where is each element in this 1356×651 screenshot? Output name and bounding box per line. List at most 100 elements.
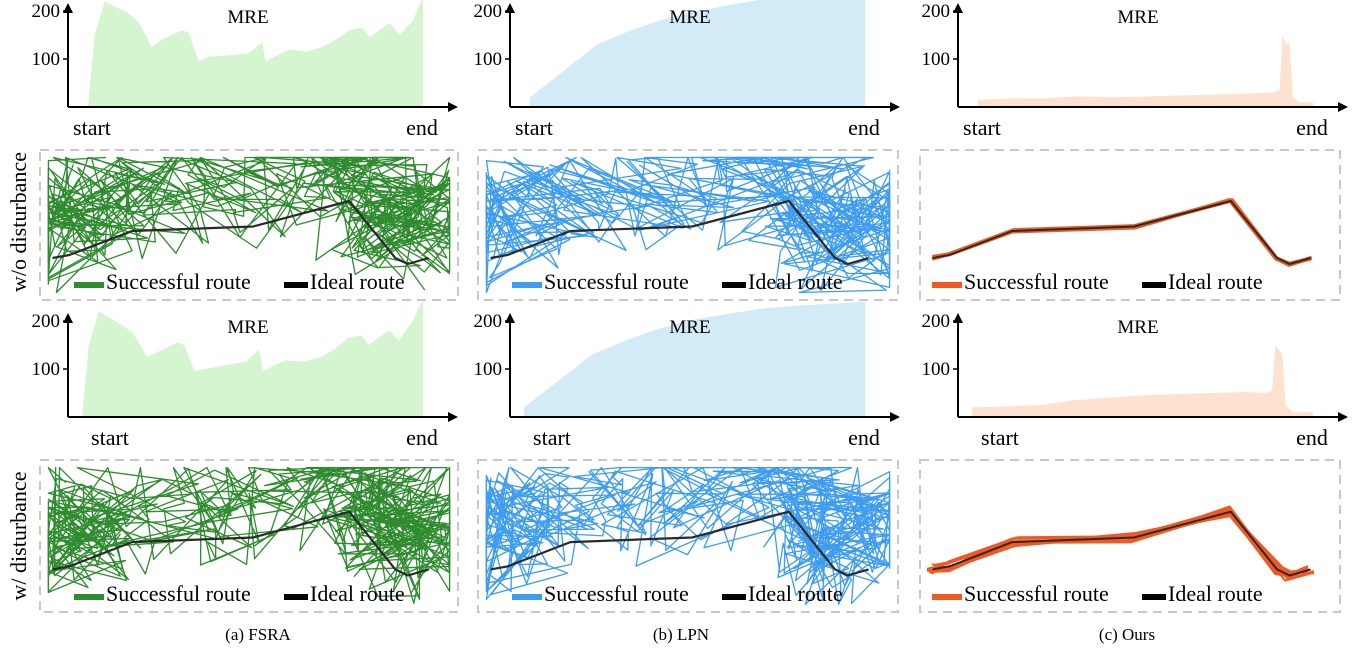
- legend-label-successful: Successful route: [106, 581, 251, 606]
- legend-swatch-successful: [512, 282, 542, 288]
- legend-label-ideal: Ideal route: [310, 269, 405, 294]
- legend-label-ideal: Ideal route: [748, 581, 843, 606]
- ideal-route: [490, 199, 869, 266]
- mre-title: MRE: [1117, 317, 1158, 338]
- y-tick-label: 100: [32, 359, 61, 380]
- panel-frame: [477, 149, 899, 301]
- legend-swatch-ideal: [284, 282, 308, 288]
- ideal-route: [52, 199, 430, 266]
- legend-label-ideal: Ideal route: [748, 269, 843, 294]
- mre-area-fsra-with: [82, 299, 423, 417]
- mre-title: MRE: [227, 7, 268, 28]
- legend-swatch-successful: [932, 594, 962, 600]
- legend-swatch-ideal: [722, 594, 746, 600]
- mre-title: MRE: [669, 317, 710, 338]
- mre-area-ours-without: [978, 35, 1313, 107]
- route-panel-ours-without: Successful route Ideal route: [919, 149, 1341, 301]
- x-tick-start: start: [73, 115, 111, 140]
- row-label-without-disturbance: w/o disturbance: [6, 152, 31, 292]
- mre-area-lpn-without: [530, 0, 865, 107]
- x-tick-start: start: [533, 425, 571, 450]
- mre-title: MRE: [227, 317, 268, 338]
- x-tick-end: end: [1296, 115, 1328, 140]
- mre-chart-fsra-with: 100 200 MRE start end: [32, 299, 458, 450]
- route-panel-lpn-without: Successful route Ideal route: [477, 149, 899, 301]
- x-tick-end: end: [406, 425, 438, 450]
- panel-frame: [919, 149, 1341, 301]
- route-panel-ours-with: Successful route Ideal route: [919, 459, 1341, 613]
- y-tick-label: 200: [32, 311, 61, 332]
- mre-chart-ours-without: 100 200 MRE start end: [922, 1, 1348, 140]
- legend-label-ideal: Ideal route: [310, 581, 405, 606]
- route-panel-fsra-with: Successful route Ideal route: [39, 459, 459, 613]
- legend-swatch-successful: [512, 594, 542, 600]
- legend-label-successful: Successful route: [964, 581, 1109, 606]
- ideal-route: [490, 510, 869, 577]
- caption-lpn: (b) LPN: [653, 625, 709, 644]
- mre-chart-lpn-without: 100 200 MRE start end: [474, 0, 900, 140]
- panel-frame: [919, 459, 1341, 613]
- legend-swatch-ideal: [1142, 594, 1166, 600]
- route-legend: Successful route Ideal route: [932, 581, 1263, 606]
- legend-label-ideal: Ideal route: [1168, 269, 1263, 294]
- mre-area-ours-with: [972, 345, 1313, 417]
- y-tick-label: 200: [474, 311, 503, 332]
- successful-route-trace: [929, 515, 1309, 577]
- legend-swatch-successful: [74, 594, 104, 600]
- legend-label-successful: Successful route: [964, 269, 1109, 294]
- caption-ours: (c) Ours: [1099, 625, 1155, 644]
- route-legend: Successful route Ideal route: [512, 269, 843, 294]
- successful-route-trace: [932, 198, 1311, 266]
- legend-swatch-successful: [932, 282, 962, 288]
- mre-area-fsra-without: [88, 0, 423, 107]
- route-legend: Successful route Ideal route: [74, 269, 405, 294]
- legend-swatch-successful: [74, 282, 104, 288]
- legend-swatch-ideal: [284, 594, 308, 600]
- legend-label-successful: Successful route: [106, 269, 251, 294]
- legend-label-successful: Successful route: [544, 269, 689, 294]
- y-tick-label: 100: [32, 49, 61, 70]
- ideal-route: [932, 510, 1311, 577]
- successful-route-trace: [47, 466, 451, 597]
- ideal-route: [932, 200, 1311, 265]
- x-tick-end: end: [1296, 425, 1328, 450]
- panel-frame: [477, 459, 899, 613]
- mre-chart-lpn-with: 100 200 MRE start end: [474, 301, 900, 450]
- successful-route-trace: [47, 466, 451, 604]
- legend-swatch-ideal: [722, 282, 746, 288]
- x-tick-start: start: [91, 425, 129, 450]
- ideal-route: [52, 510, 430, 577]
- mre-title: MRE: [1117, 7, 1158, 28]
- route-legend: Successful route Ideal route: [512, 581, 843, 606]
- x-tick-end: end: [848, 115, 880, 140]
- successful-route-trace: [933, 513, 1309, 578]
- successful-route-trace: [926, 511, 1309, 580]
- route-panel-fsra-without: Successful route Ideal route: [39, 149, 459, 301]
- x-tick-end: end: [848, 425, 880, 450]
- x-tick-start: start: [981, 425, 1019, 450]
- row-label-with-disturbance: w/ disturbance: [6, 472, 31, 601]
- y-tick-label: 100: [922, 49, 951, 70]
- y-tick-label: 200: [922, 311, 951, 332]
- x-tick-start: start: [963, 115, 1001, 140]
- mre-chart-ours-with: 100 200 MRE start end: [922, 311, 1348, 450]
- y-tick-label: 200: [32, 1, 61, 22]
- route-legend: Successful route Ideal route: [74, 581, 405, 606]
- mre-title: MRE: [669, 7, 710, 28]
- successful-route-trace: [47, 156, 451, 276]
- y-tick-label: 100: [474, 359, 503, 380]
- legend-label-successful: Successful route: [544, 581, 689, 606]
- mre-area-lpn-with: [524, 301, 865, 417]
- y-tick-label: 100: [474, 49, 503, 70]
- successful-route-trace: [47, 156, 451, 294]
- x-tick-end: end: [406, 115, 438, 140]
- caption-fsra: (a) FSRA: [225, 625, 291, 644]
- route-legend: Successful route Ideal route: [932, 269, 1263, 294]
- route-panel-lpn-with: Successful route Ideal route: [477, 459, 899, 613]
- successful-route-trace: [485, 156, 891, 290]
- legend-swatch-ideal: [1142, 282, 1166, 288]
- successful-route-trace: [485, 466, 891, 599]
- legend-label-ideal: Ideal route: [1168, 581, 1263, 606]
- y-tick-label: 200: [474, 1, 503, 22]
